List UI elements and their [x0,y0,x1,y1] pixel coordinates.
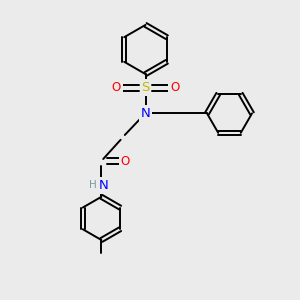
Text: N: N [141,107,150,120]
Text: H: H [89,180,97,190]
Text: O: O [121,155,130,168]
Text: S: S [141,81,150,94]
Text: N: N [99,179,109,192]
Text: O: O [112,81,121,94]
Text: O: O [170,81,179,94]
